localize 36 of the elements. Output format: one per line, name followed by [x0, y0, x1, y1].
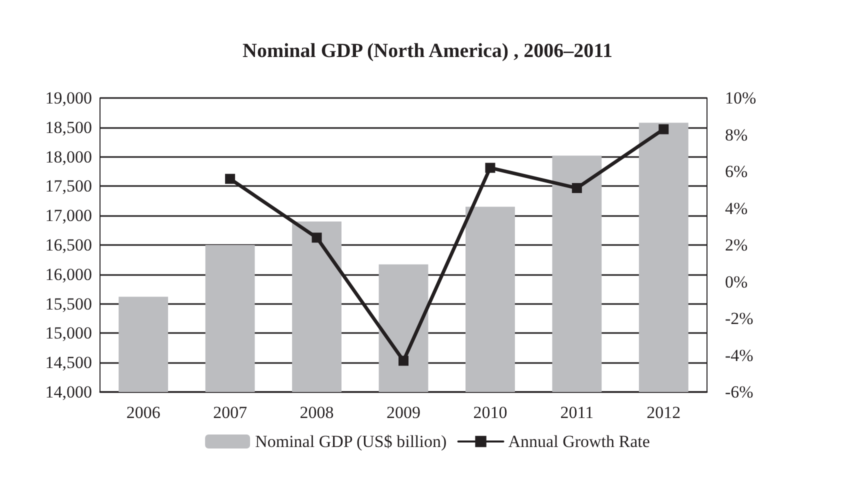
point	[398, 356, 408, 366]
y-tick-label: 18,000	[45, 147, 92, 166]
y-tick-label: 17,000	[45, 206, 92, 226]
point	[312, 232, 322, 243]
y-tick-label: 16,500	[45, 236, 92, 254]
x-tick-label: 2010	[473, 403, 508, 422]
y2-tick-label: 0%	[725, 272, 748, 292]
point	[658, 124, 669, 134]
y2-tick-label: 2%	[725, 236, 748, 254]
x-tick-label: 2007	[213, 403, 248, 422]
x-tick-label: 2012	[646, 403, 681, 422]
y2-tick-label: -4%	[725, 346, 754, 365]
x-tick-label: 2009	[386, 403, 420, 422]
chart-title: Nominal GDP (North America) , 2006–2011	[242, 40, 612, 62]
y-tick-label: 15,000	[45, 324, 92, 343]
point	[225, 174, 236, 184]
point	[572, 183, 582, 194]
x-tick-label: 2006	[126, 403, 160, 422]
point	[485, 162, 496, 173]
x-tick-label: 2008	[300, 403, 334, 422]
y-tick-label: 14,000	[45, 382, 92, 402]
y2-tick-label: 4%	[725, 198, 748, 218]
x-tick-label: 2011	[560, 403, 594, 422]
y2-tick-label: -6%	[725, 382, 754, 402]
y2-tick-label: 10%	[725, 88, 756, 108]
y-tick-label: 17,500	[45, 176, 92, 196]
y-tick-label: 19,000	[45, 88, 92, 108]
y2-tick-label: 8%	[725, 125, 748, 144]
y-tick-label: 15,500	[45, 294, 92, 314]
y-tick-label: 18,500	[45, 118, 92, 137]
legend-label: Annual Growth Rate	[508, 432, 650, 451]
y2-tick-label: -2%	[725, 309, 754, 328]
legend-label: Nominal GDP (US$ billion)	[255, 432, 447, 451]
y2-tick-label: 6%	[725, 162, 748, 181]
y-tick-label: 16,000	[45, 264, 92, 284]
y-tick-label: 14,500	[45, 353, 92, 372]
